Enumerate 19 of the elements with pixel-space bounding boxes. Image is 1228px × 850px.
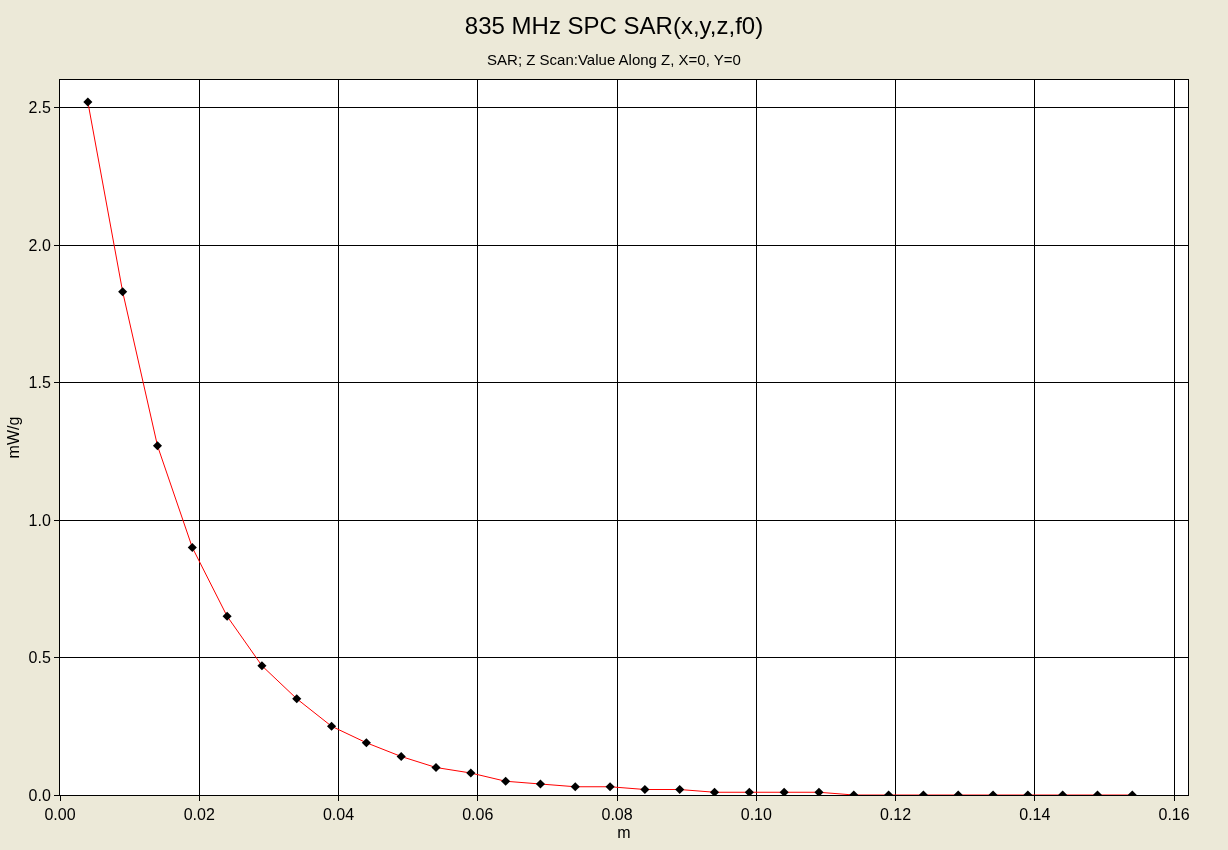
y-tick-label: 1.5 — [28, 374, 51, 392]
x-tick-label: 0.10 — [740, 806, 772, 824]
chart-title: 835 MHz SPC SAR(x,y,z,f0) — [464, 12, 764, 39]
x-tick-label: 0.04 — [322, 806, 355, 824]
y-tick-label: 2.5 — [28, 99, 51, 117]
y-tick-label: 2.0 — [28, 236, 51, 254]
y-tick-label: 0.5 — [28, 649, 51, 667]
x-axis-title: m — [617, 823, 631, 841]
x-tick-label: 0.02 — [183, 806, 215, 824]
x-tick-label: 0.06 — [462, 806, 494, 824]
x-tick-label: 0.16 — [1158, 806, 1190, 824]
x-tick-label: 0.08 — [601, 806, 633, 824]
x-tick-label: 0.12 — [879, 806, 912, 824]
x-tick-label: 0.00 — [44, 806, 76, 824]
y-tick-label: 1.0 — [28, 511, 51, 529]
x-tick-label: 0.14 — [1019, 806, 1051, 824]
y-tick-label: 0.0 — [28, 786, 51, 804]
chart-subtitle: SAR; Z Scan:Value Along Z, X=0, Y=0 — [487, 51, 741, 69]
y-axis-title: mW/g — [5, 416, 23, 459]
